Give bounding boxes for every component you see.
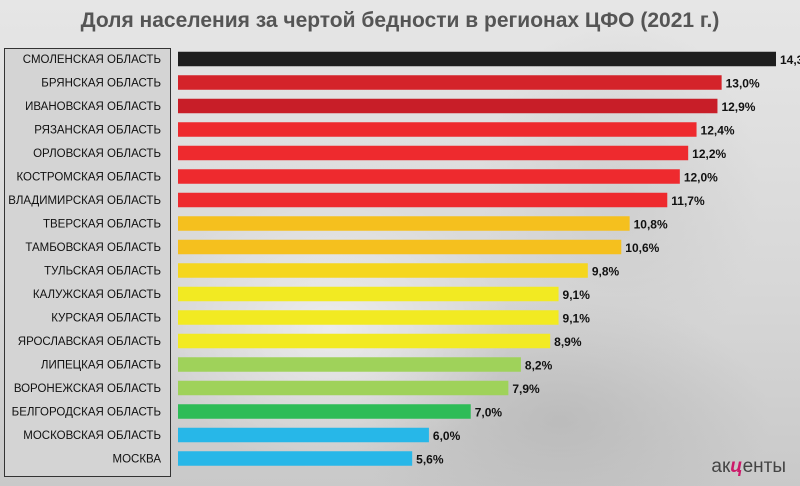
value-label: 13,0% [726,77,760,91]
category-label: СМОЛЕНСКАЯ ОБЛАСТЬ [23,54,161,66]
value-label: 12,0% [684,171,718,185]
bar [178,169,680,184]
value-label: 12,2% [692,147,726,161]
category-label-panel [4,48,171,477]
category-label: КАЛУЖСКАЯ ОБЛАСТЬ [33,289,161,301]
category-label: ВОРОНЕЖСКАЯ ОБЛАСТЬ [14,383,161,395]
bar [178,357,521,372]
bar [178,216,630,231]
value-label: 12,9% [721,100,755,114]
value-label: 9,1% [563,288,591,302]
bar [178,239,622,255]
bar [178,98,718,114]
value-label: 5,6% [416,453,444,467]
category-label: ЛИПЕЦКАЯ ОБЛАСТЬ [41,360,161,372]
bar [178,75,722,90]
category-label: КОСТРОМСКАЯ ОБЛАСТЬ [16,172,161,184]
category-label: БРЯНСКАЯ ОБЛАСТЬ [41,78,161,90]
value-label: 6,0% [433,429,461,443]
category-label: ЯРОСЛАВСКАЯ ОБЛАСТЬ [18,336,161,348]
category-label: ИВАНОВСКАЯ ОБЛАСТЬ [25,101,161,113]
logo-mark: ц [730,456,743,477]
value-label: 8,2% [525,359,553,373]
value-label: 14,3% [780,53,800,67]
bar [178,380,509,396]
value-label: 7,9% [512,382,540,396]
bar [178,263,588,278]
category-label: ТУЛЬСКАЯ ОБЛАСТЬ [44,266,161,278]
value-label: 9,1% [563,312,591,326]
bar [178,286,559,302]
bar [178,310,559,325]
value-label: 12,4% [701,124,735,138]
chart-title: Доля населения за чертой бедности в реги… [80,9,720,32]
logo-prefix: ак [711,456,731,477]
category-label: ОРЛОВСКАЯ ОБЛАСТЬ [33,148,161,160]
bar [178,122,697,137]
value-label: 7,0% [475,406,503,420]
value-label: 11,7% [671,194,705,208]
category-label: БЕЛГОРОДСКАЯ ОБЛАСТЬ [12,407,161,419]
bar [178,427,429,443]
category-label: МОСКОВСКАЯ ОБЛАСТЬ [23,430,161,442]
brand-logo: акценты [711,456,786,478]
bar [178,51,776,67]
category-label: ВЛАДИМИРСКАЯ ОБЛАСТЬ [8,195,161,207]
category-label: КУРСКАЯ ОБЛАСТЬ [51,313,161,325]
bar [178,333,551,349]
logo-suffix: енты [742,456,786,477]
value-label: 8,9% [554,335,582,349]
category-label: ТАМБОВСКАЯ ОБЛАСТЬ [25,242,161,254]
value-label: 10,6% [625,241,659,255]
category-label: МОСКВА [113,454,162,466]
value-label: 10,8% [634,218,668,232]
category-label: РЯЗАНСКАЯ ОБЛАСТЬ [34,125,161,137]
bar [178,451,413,466]
bar [178,145,689,161]
bar [178,192,668,208]
bar [178,404,471,419]
category-label: ТВЕРСКАЯ ОБЛАСТЬ [43,219,161,231]
value-label: 9,8% [592,265,620,279]
